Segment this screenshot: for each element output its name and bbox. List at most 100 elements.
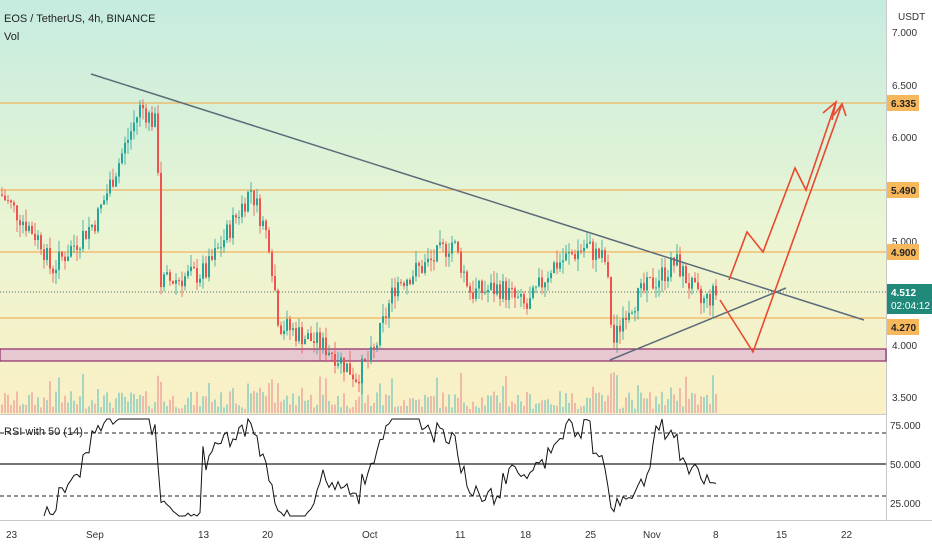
volume-bar [487,395,489,413]
volume-bar [145,391,147,413]
badge-4270[interactable]: 4.270 [887,319,919,335]
projection-path-rally[interactable] [728,101,837,281]
volume-bar [517,394,519,413]
svg-text:6.335: 6.335 [891,99,916,110]
volume-bar [706,395,708,413]
badge-5490[interactable]: 5.490 [887,182,919,198]
candle-body [151,112,153,127]
candle-body [505,281,507,301]
candle-body [586,243,588,248]
candle-body [472,292,474,299]
candle-body [601,250,603,258]
volume-bar [193,405,195,413]
price-tick-3500: 3.500 [892,393,917,404]
candle-body [28,225,30,231]
candle-body [466,271,468,287]
candle-body [130,131,132,140]
candle-body [31,225,33,234]
volume-bar [331,404,333,413]
candle-body [16,205,18,221]
volume-bar [28,395,30,413]
volume-bar [220,392,222,413]
volume-bars [1,372,717,413]
volume-bar [460,372,462,413]
candle-body [169,272,171,281]
volume-bar [688,398,690,413]
candle-body [517,296,519,298]
volume-bar [472,401,474,413]
candle-body [178,280,180,282]
candle-body [349,363,351,375]
volume-bar [547,399,549,413]
candle-body [88,227,90,239]
volume-bar [463,402,465,413]
candle-body [283,330,285,335]
symbol-title[interactable]: EOS / TetherUS, 4h, BINANCE [4,13,155,25]
candle-body [703,298,705,304]
volume-bar [79,396,81,413]
candle-body [304,339,306,345]
price-tick-4000: 4.000 [892,341,917,352]
candle-body [184,276,186,287]
candle-body [82,230,84,249]
volume-bar [424,394,426,413]
badge-6335[interactable]: 6.335 [887,95,919,111]
volume-bar [328,400,330,413]
volume-bar [361,377,363,413]
candle-body [412,276,414,285]
projection-path-dip[interactable] [719,103,843,354]
price-tick-6500: 6.500 [892,81,917,92]
volume-bar [250,393,252,413]
volume-bar [103,395,105,413]
volume-bar [595,393,597,413]
volume-bar [412,398,414,413]
ascending-trendline[interactable] [609,287,787,361]
volume-bar [526,392,528,413]
candle-body [133,122,135,132]
volume-bar [283,399,285,413]
volume-bar [112,407,114,413]
time-axis-background [0,520,886,550]
volume-bar [31,392,33,413]
axis-background [886,0,932,550]
candle-body [331,352,333,354]
volume-bar [223,407,225,413]
volume-bar [592,386,594,413]
volume-bar [187,397,189,413]
volume-bar [307,400,309,413]
badge-4900[interactable]: 4.900 [887,244,919,260]
volume-bar [139,394,141,413]
rsi-label: RSI with 50 (14) [4,426,83,438]
volume-bar [466,405,468,413]
volume-bar [202,396,204,413]
time-tick-20: 20 [262,530,274,541]
projection-arrowhead-rally [822,99,838,121]
candle-body [379,322,381,346]
volume-bar [559,391,561,413]
volume-bar [544,400,546,413]
descending-trendline[interactable] [90,73,865,321]
volume-bar [37,397,39,413]
candle-body [574,254,576,260]
candle-body [457,241,459,252]
volume-bar [370,405,372,413]
time-tick-11: 11 [455,530,466,541]
candle-body [118,163,120,177]
volume-bar [154,401,156,413]
volume-bar [235,403,237,413]
candle-body [241,203,243,218]
volume-bar [343,393,345,413]
candle-body [286,319,288,331]
candle-body [532,287,534,299]
rsi-line[interactable] [43,417,717,517]
volume-bar [685,376,687,413]
volume-bar [703,397,705,413]
volume-bar [268,383,270,413]
candle-body [67,256,69,262]
badge-last-price[interactable]: 4.512 02:04:12 [887,284,932,314]
support-zone[interactable] [0,348,887,362]
volume-bar [604,401,606,413]
volume-bar [661,391,663,413]
